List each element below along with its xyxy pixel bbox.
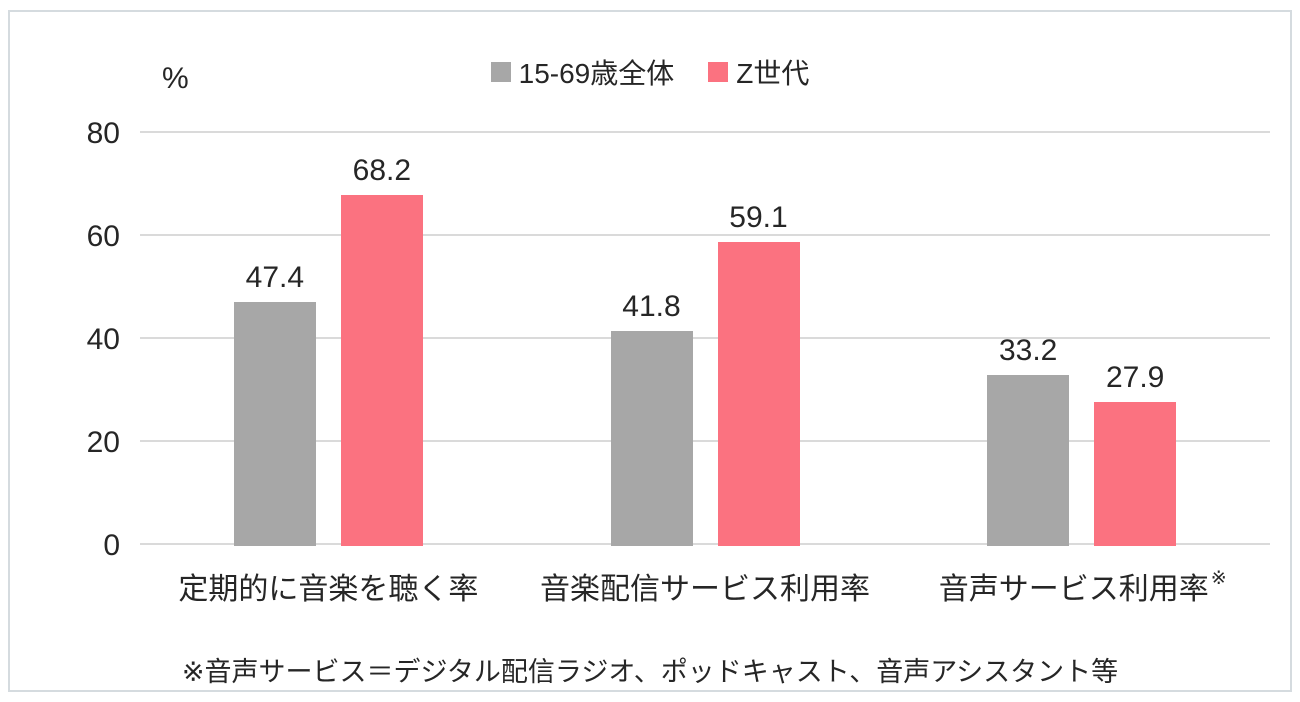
legend-marker-all	[490, 62, 511, 82]
gridline-0	[140, 543, 1270, 545]
legend-label-genz: Z世代	[736, 58, 810, 89]
category-note-mark: ※	[1210, 568, 1227, 589]
bar-series0-cat2	[987, 375, 1070, 546]
bar-value-label-series0-cat0: 47.4	[245, 260, 305, 294]
bar-series0-cat0	[233, 301, 316, 546]
footnote: ※音声サービス＝デジタル配信ラジオ、ポッドキャスト、音声アシスタント等	[181, 657, 1119, 687]
y-tick-label-0: 0	[103, 529, 120, 562]
category-label-2: 音声サービス利用率 ※	[938, 568, 1227, 606]
y-tick-label-80: 80	[86, 117, 120, 150]
bar-series1-cat0	[340, 194, 423, 546]
gridline-80	[140, 131, 1270, 133]
legend-item-genz: Z世代	[708, 52, 809, 92]
gridline-60	[140, 234, 1270, 236]
bar-value-label-series1-cat1: 59.1	[729, 200, 788, 234]
gridline-20	[140, 440, 1270, 442]
y-axis: 0 20 40 60 80	[40, 119, 120, 561]
bar-value-label-series0-cat1: 41.8	[622, 289, 681, 323]
plot-area: 47.4 68.2 定期的に音楽を聴く率 41.8 59.1 音楽配信サービス利用率 33.…	[140, 131, 1270, 606]
y-tick-label-60: 60	[86, 220, 120, 253]
y-tick-label-20: 20	[86, 426, 120, 459]
legend: 15-69歳全体 Z世代	[10, 52, 1290, 92]
bar-series0-cat1	[610, 330, 693, 546]
category-label-0: 定期的に音楽を聴く率	[178, 573, 479, 606]
y-tick-label-40: 40	[86, 323, 120, 356]
gridline-40	[140, 337, 1270, 339]
legend-item-all: 15-69歳全体	[490, 52, 675, 92]
bar-value-label-series1-cat2: 27.9	[1105, 361, 1165, 395]
bar-value-label-series1-cat0: 68.2	[352, 153, 412, 187]
category-label-1: 音楽配信サービス利用率	[540, 573, 870, 606]
legend-label-all: 15-69歳全体	[518, 58, 675, 89]
bar-value-label-series0-cat2: 33.2	[998, 334, 1058, 368]
bar-series1-cat2	[1094, 402, 1177, 546]
legend-marker-genz	[708, 62, 729, 82]
bar-series1-cat1	[717, 241, 800, 546]
chart-frame: 15-69歳全体 Z世代 % 0 20 40 60 80 47.4 68.2 定期的に音楽を…	[8, 10, 1292, 692]
y-axis-unit-label: %	[162, 62, 189, 95]
